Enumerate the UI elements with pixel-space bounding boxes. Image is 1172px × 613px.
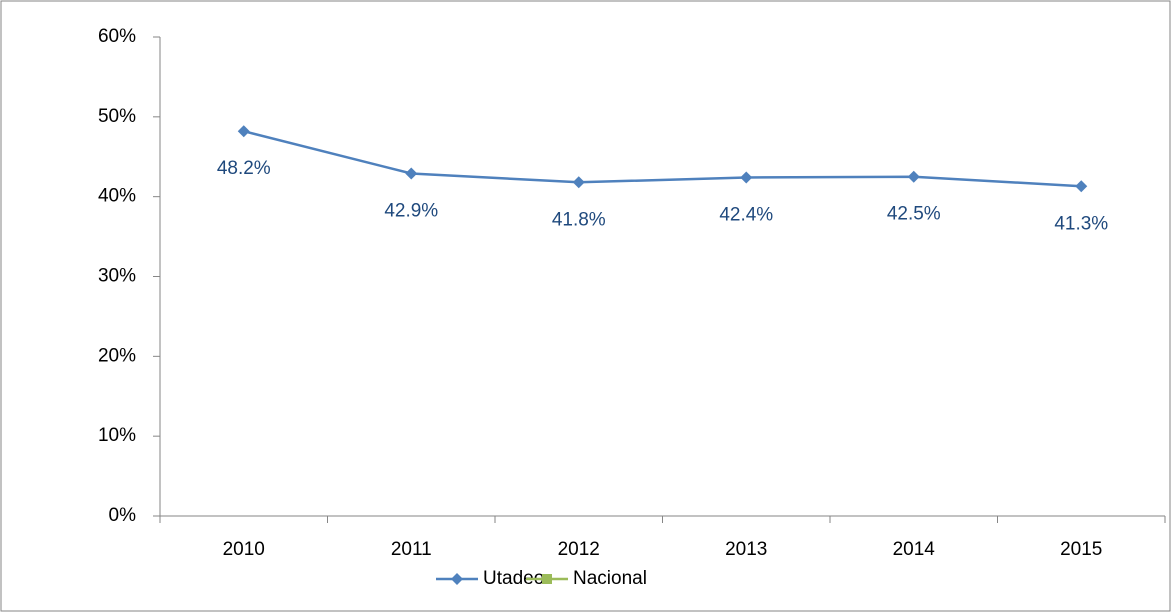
data-label: 42.9% (384, 201, 438, 222)
data-point (572, 176, 585, 189)
data-point (237, 125, 250, 138)
y-tick-label: 0% (109, 505, 137, 526)
x-tick-label: 2011 (391, 539, 432, 560)
x-tick-label: 2014 (893, 539, 936, 560)
data-label: 41.3% (1054, 213, 1108, 234)
data-label: 41.8% (552, 209, 606, 230)
y-tick-label: 60% (98, 26, 136, 47)
legend-label: Nacional (573, 568, 647, 589)
data-point (1075, 180, 1088, 193)
data-point (740, 171, 753, 184)
data-point (405, 167, 418, 180)
data-label: 42.4% (719, 205, 773, 226)
y-tick-label: 10% (98, 425, 136, 446)
y-tick-label: 50% (98, 106, 136, 127)
y-tick-label: 40% (98, 186, 136, 207)
x-tick-label: 2010 (223, 539, 265, 560)
y-tick-label: 20% (98, 345, 136, 366)
data-label: 48.2% (217, 158, 271, 179)
data-label: 42.5% (887, 204, 941, 225)
series-line (243, 129, 1082, 188)
data-point (907, 170, 920, 183)
legend-marker (542, 574, 552, 584)
x-tick-label: 2015 (1060, 539, 1102, 560)
x-tick-label: 2012 (558, 539, 600, 560)
y-tick-label: 30% (98, 266, 136, 287)
legend-marker (451, 573, 463, 585)
x-tick-label: 2013 (725, 539, 767, 560)
legend-label: Utadeo (483, 568, 544, 589)
